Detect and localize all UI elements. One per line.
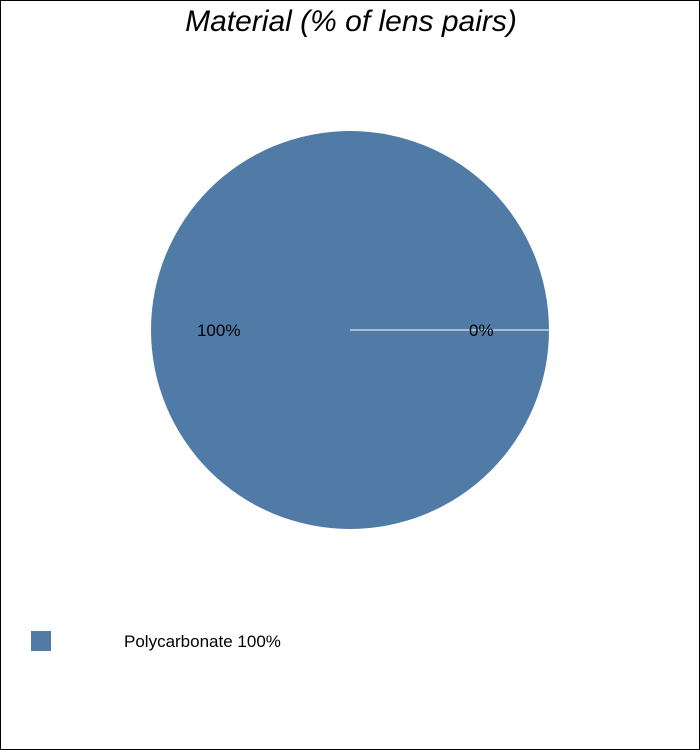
legend-swatch-polycarbonate <box>31 631 51 651</box>
chart-title: Material (% of lens pairs) <box>185 5 517 38</box>
legend-label-polycarbonate: Polycarbonate 100% <box>124 632 281 651</box>
data-label-slice-1: 0% <box>469 321 494 340</box>
data-label-polycarbonate: 100% <box>197 321 240 340</box>
